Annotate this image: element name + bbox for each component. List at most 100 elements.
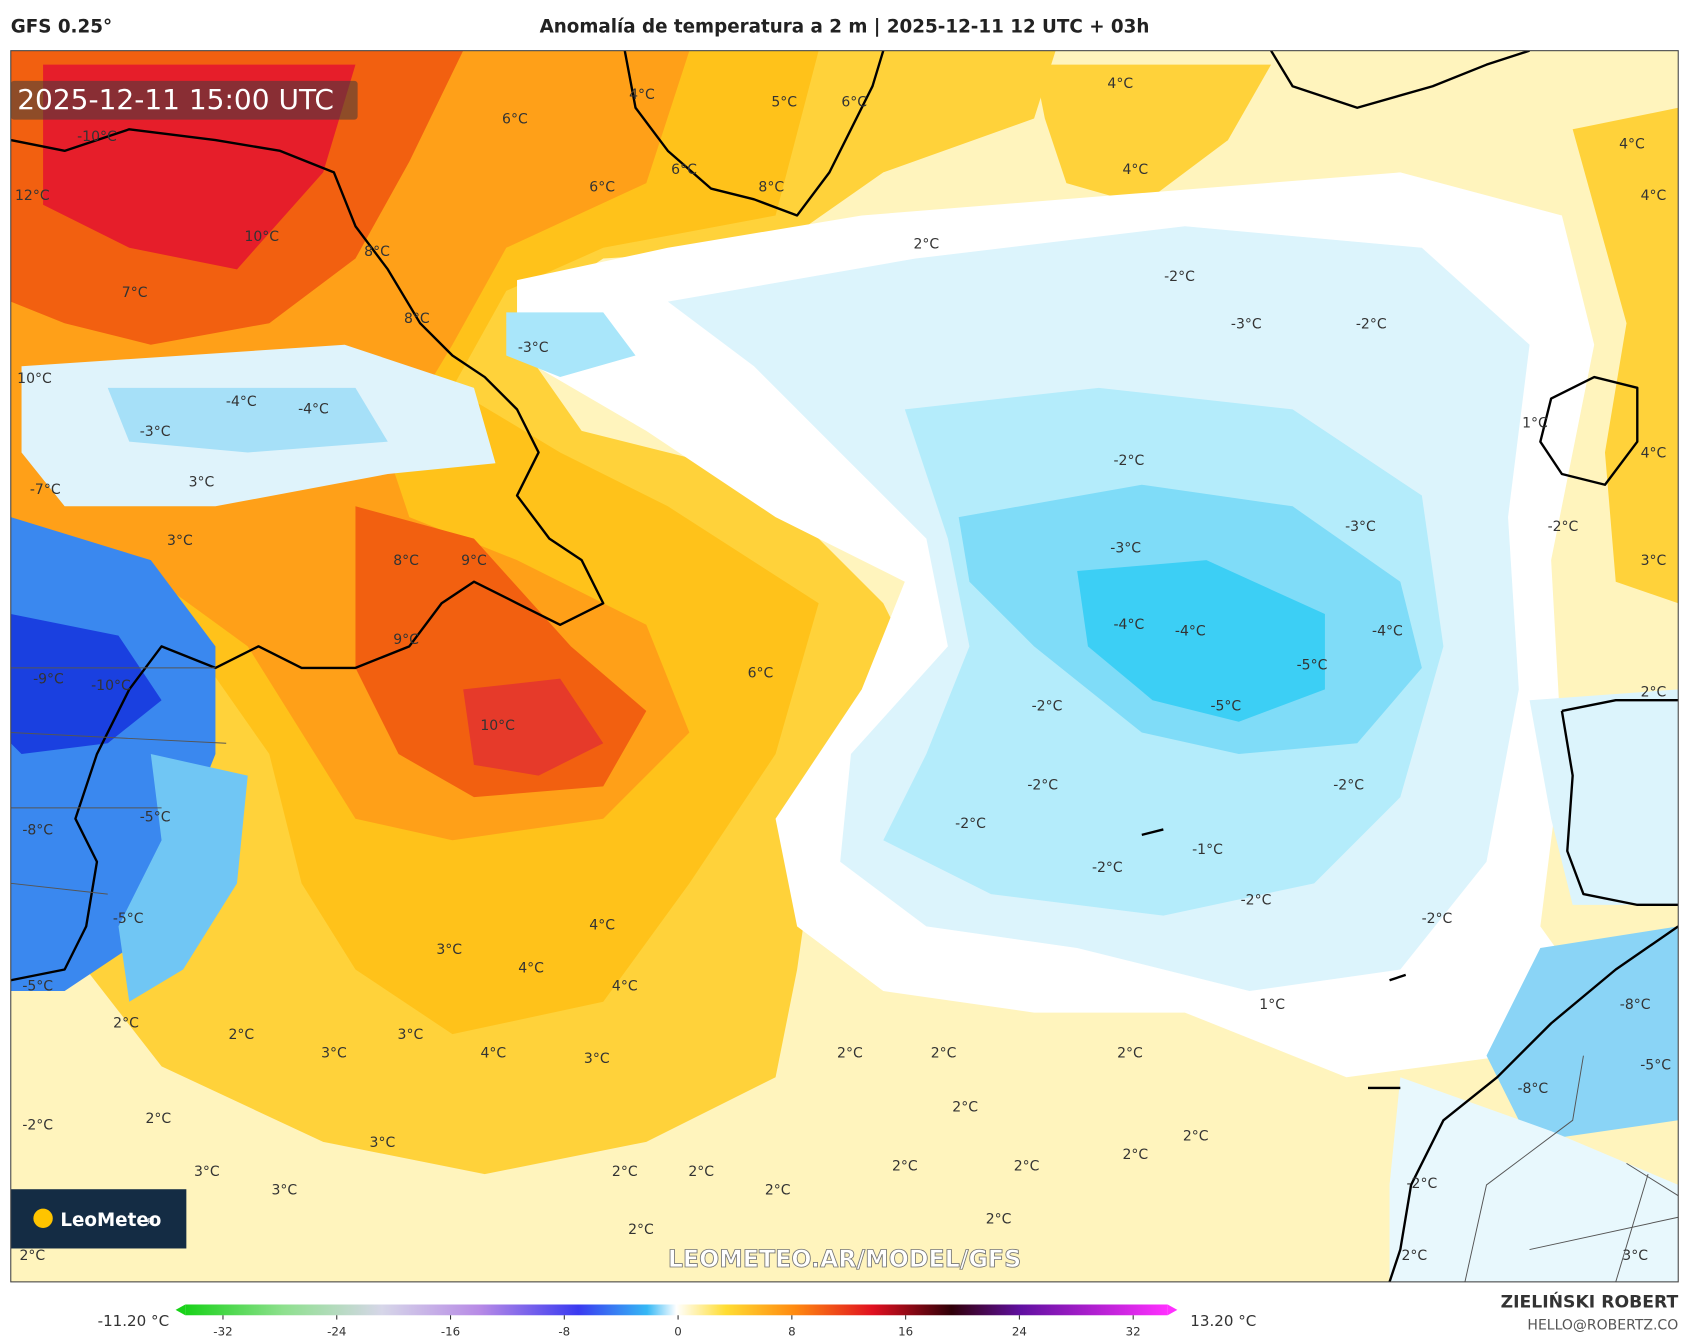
contour-label: 3°C xyxy=(370,1135,396,1151)
contour-label: -2°C xyxy=(1422,911,1453,927)
contour-label: 4°C xyxy=(1641,188,1667,204)
contour-label: -10°C xyxy=(77,129,117,145)
logo-brand: LeoMeteo xyxy=(60,1210,161,1231)
contour-label: -2°C xyxy=(1356,316,1387,332)
contour-label: -9°C xyxy=(33,672,64,688)
contour-label: 9°C xyxy=(393,632,419,648)
contour-label: 3°C xyxy=(584,1051,610,1067)
contour-label: -2°C xyxy=(1241,893,1272,909)
contour-label: -4°C xyxy=(298,401,329,417)
colorbar-tick-label: 24 xyxy=(1012,1325,1027,1339)
contour-label: 3°C xyxy=(189,475,215,491)
contour-label: 6°C xyxy=(502,112,528,128)
contour-label: -3°C xyxy=(518,340,549,356)
colorbar-ticks: -32 -24 -16 -8 0 8 16 24 32 xyxy=(213,1315,1141,1339)
contour-label: 2°C xyxy=(931,1046,957,1062)
contour-label: -4°C xyxy=(1372,623,1403,639)
contour-label: 2°C xyxy=(228,1027,254,1043)
contour-label: -2°C xyxy=(1092,860,1123,876)
contour-label: -3°C xyxy=(140,424,171,440)
colorbar-tick-label: -32 xyxy=(213,1325,232,1339)
contour-label: 3°C xyxy=(1622,1248,1648,1264)
contour-label: -2°C xyxy=(1548,519,1579,535)
contour-label: 6°C xyxy=(671,162,697,178)
colorbar-tick-label: -24 xyxy=(327,1325,346,1339)
contour-label: 2°C xyxy=(146,1111,172,1127)
contour-label: -8°C xyxy=(22,823,53,839)
contour-label: 2°C xyxy=(1014,1159,1040,1175)
contour-label: -1°C xyxy=(1192,842,1223,858)
contour-label: 8°C xyxy=(404,311,430,327)
contour-label: 7°C xyxy=(122,285,148,301)
contour-label: 2°C xyxy=(1122,1147,1148,1163)
author: ZIELIŃSKI ROBERT xyxy=(1501,1291,1679,1313)
contour-label: 6°C xyxy=(841,94,867,110)
map-title: Anomalía de temperatura a 2 m | 2025-12-… xyxy=(540,16,1150,37)
contour-label: -4°C xyxy=(1175,623,1206,639)
contour-label: 8°C xyxy=(758,179,784,195)
contour-label: 4°C xyxy=(612,979,638,995)
contour-label: 1°C xyxy=(1259,997,1285,1013)
contour-label: 3°C xyxy=(321,1046,347,1062)
contour-label: 5°C xyxy=(771,94,797,110)
contour-label: -3°C xyxy=(1231,316,1262,332)
contour-label: 2°C xyxy=(612,1164,638,1180)
colorbar-min: -11.20 °C xyxy=(98,1312,169,1330)
watermark: LEOMETEO.AR/MODEL/GFS xyxy=(668,1245,1021,1273)
contour-label: 3°C xyxy=(1641,553,1667,569)
contour-label: -4°C xyxy=(226,394,257,410)
contour-label: 4°C xyxy=(1122,162,1148,178)
contour-label: 9°C xyxy=(461,553,487,569)
contour-label: 4°C xyxy=(1641,446,1667,462)
contour-label: 4°C xyxy=(589,917,615,933)
contour-label: -4°C xyxy=(1114,617,1145,633)
contour-label: 2°C xyxy=(892,1159,918,1175)
colorbar-tick-label: -16 xyxy=(441,1325,460,1339)
contour-label: 10°C xyxy=(480,718,515,734)
colorbar-tick-label: 8 xyxy=(788,1325,796,1339)
contour-label: -2°C xyxy=(22,1118,53,1134)
contour-label: -8°C xyxy=(1620,997,1651,1013)
contour-label: 1°C xyxy=(1522,415,1548,431)
contour-label: 4°C xyxy=(480,1046,506,1062)
contour-label: 10°C xyxy=(17,371,52,387)
contour-label: 4°C xyxy=(518,960,544,976)
contour-label: 3°C xyxy=(167,533,193,549)
contour-label: 6°C xyxy=(589,179,615,195)
valid-time: 2025-12-11 15:00 UTC xyxy=(17,83,334,116)
colorbar-max: 13.20 °C xyxy=(1190,1312,1256,1330)
contour-label: 2°C xyxy=(628,1222,654,1238)
contour-label: -2°C xyxy=(955,816,986,832)
contour-label: 4°C xyxy=(629,87,655,103)
contour-label: 2°C xyxy=(986,1211,1012,1227)
contour-label: -5°C xyxy=(22,979,53,995)
contour-label: 8°C xyxy=(393,553,419,569)
contour-label: 3°C xyxy=(398,1027,424,1043)
contour-label: 2°C xyxy=(688,1164,714,1180)
contour-label: 2°C xyxy=(914,237,940,253)
colorbar-tick-label: 32 xyxy=(1126,1325,1141,1339)
contour-label: -2°C xyxy=(1027,777,1058,793)
contour-label: 2°C xyxy=(765,1182,791,1198)
contour-label: 2°C xyxy=(952,1099,978,1115)
contour-label: 6°C xyxy=(748,665,774,681)
contour-label: 2°C xyxy=(19,1248,45,1264)
contour-label: 3°C xyxy=(272,1182,298,1198)
contour-label: -5°C xyxy=(1210,699,1241,715)
contour-label: -2°C xyxy=(1164,269,1195,285)
colorbar-tick-label: 0 xyxy=(674,1325,682,1339)
contour-label: -2°C xyxy=(1114,453,1145,469)
contour-label: 3°C xyxy=(194,1164,220,1180)
contour-label: 2°C xyxy=(1183,1128,1209,1144)
contour-label: 10°C xyxy=(244,229,279,245)
contour-label: -2°C xyxy=(1406,1176,1437,1192)
contour-label: -3°C xyxy=(1110,540,1141,556)
colorbar-tick-label: -8 xyxy=(558,1325,570,1339)
contour-label: 3°C xyxy=(436,942,462,958)
model-name: GFS 0.25° xyxy=(11,16,112,37)
contour-label: 2°C xyxy=(1401,1248,1427,1264)
map-area: 6°C 4°C 5°C 6°C 6°C 8°C 6°C 4°C 4°C 4°C 4°C 2°C -2°C… xyxy=(10,50,1679,1282)
contour-label: -2°C xyxy=(1333,777,1364,793)
contour-label: -3°C xyxy=(1345,519,1376,535)
